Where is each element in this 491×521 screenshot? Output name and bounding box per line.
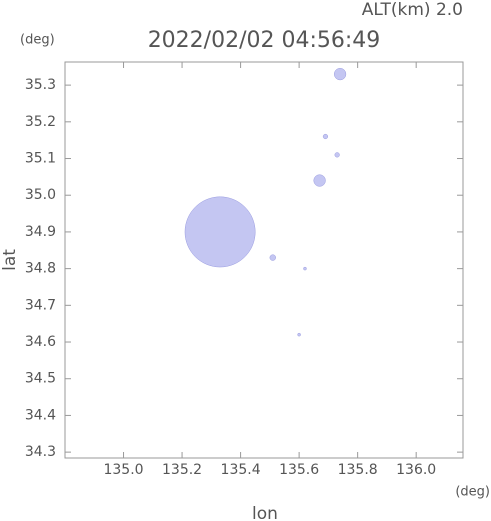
y-tick-label: 34.5 bbox=[25, 371, 56, 387]
x-tick-label: 135.2 bbox=[162, 462, 202, 478]
y-tick-label: 35.0 bbox=[25, 187, 56, 203]
y-tick-label: 34.6 bbox=[25, 334, 56, 350]
echo bbox=[333, 68, 347, 81]
echo bbox=[334, 152, 340, 158]
y-tick-label: 34.3 bbox=[25, 444, 56, 460]
y-tick-label: 34.9 bbox=[25, 224, 56, 240]
x-tick-label: 135.4 bbox=[221, 462, 261, 478]
echo bbox=[303, 266, 307, 271]
x-unit: (deg) bbox=[455, 485, 490, 500]
x-axis-label: lon bbox=[252, 504, 278, 521]
x-tick-label: 136.0 bbox=[396, 462, 436, 478]
y-tick-label: 34.4 bbox=[25, 407, 56, 423]
echo bbox=[322, 133, 329, 140]
altitude-label: ALT(km) 2.0 bbox=[362, 0, 463, 20]
y-tick-label: 35.3 bbox=[25, 77, 56, 93]
x-tick-label: 135.8 bbox=[338, 462, 378, 478]
y-tick-label: 34.8 bbox=[25, 261, 56, 277]
chart-title: 2022/02/02 04:56:49 bbox=[148, 28, 381, 53]
echo bbox=[297, 332, 301, 337]
x-tick-label: 135.0 bbox=[103, 462, 143, 478]
plot-frame bbox=[64, 61, 464, 459]
y-axis-label: lat bbox=[0, 249, 20, 271]
y-tick-label: 35.1 bbox=[25, 151, 56, 167]
echo bbox=[313, 174, 326, 187]
y-unit: (deg) bbox=[20, 33, 55, 48]
echo bbox=[269, 254, 276, 261]
echo bbox=[184, 196, 256, 268]
x-tick-label: 135.6 bbox=[279, 462, 319, 478]
y-tick-label: 34.7 bbox=[25, 297, 56, 313]
y-tick-label: 35.2 bbox=[25, 114, 56, 130]
